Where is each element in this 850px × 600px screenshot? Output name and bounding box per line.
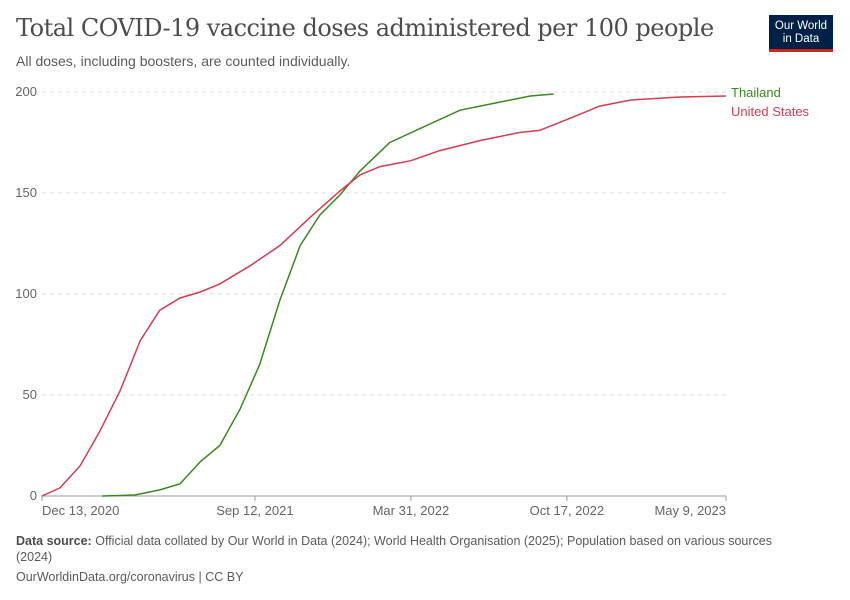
legend-label: Thailand: [731, 85, 781, 100]
data-source: Data source: Official data collated by O…: [16, 533, 806, 565]
logo-line2: in Data: [782, 33, 820, 45]
y-tick-label: 150: [15, 185, 37, 200]
source-text: Official data collated by Our World in D…: [16, 534, 772, 564]
x-tick-label: Mar 31, 2022: [373, 503, 450, 518]
y-tick-label: 50: [23, 387, 37, 402]
series-line-thailand: [102, 93, 554, 497]
x-tick-label: Oct 17, 2022: [530, 503, 604, 518]
logo-line1: Our World: [774, 20, 828, 32]
x-tick-label: May 9, 2023: [654, 503, 726, 518]
legend-label: United States: [731, 104, 810, 119]
owid-logo[interactable]: Our World in Data: [769, 15, 833, 52]
series-line-united-states: [41, 95, 727, 497]
footer-url[interactable]: OurWorldinData.org/coronavirus | CC BY: [16, 570, 244, 584]
y-tick-label: 200: [15, 84, 37, 99]
y-tick-label: 100: [15, 286, 37, 301]
chart-subtitle: All doses, including boosters, are count…: [16, 53, 351, 69]
x-tick-label: Sep 12, 2021: [216, 503, 293, 518]
source-label: Data source:: [16, 534, 92, 548]
x-tick-label: Dec 13, 2020: [42, 503, 119, 518]
y-tick-label: 0: [30, 488, 37, 503]
chart-title: Total COVID-19 vaccine doses administere…: [16, 14, 714, 42]
